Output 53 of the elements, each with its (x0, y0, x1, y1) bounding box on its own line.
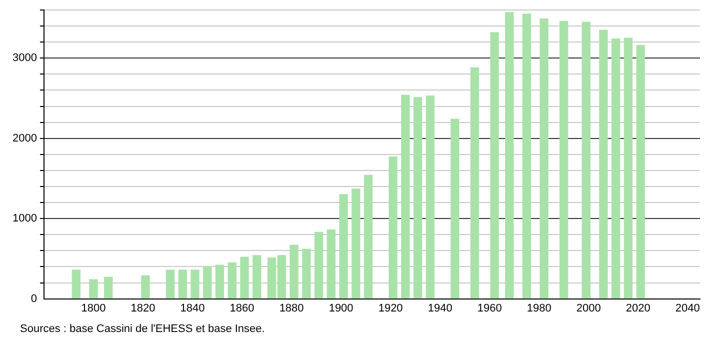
bar (540, 18, 548, 299)
source-note: Sources : base Cassini de l'EHESS et base Insee. (20, 323, 265, 335)
bar (388, 156, 398, 299)
bar (364, 174, 373, 299)
x-tick-label: 1880 (279, 302, 304, 314)
x-tick-label: 1800 (81, 302, 106, 314)
x-tick-label: 1960 (477, 302, 502, 314)
bar (215, 264, 224, 299)
bar (141, 275, 150, 299)
x-tick-label: 2040 (675, 302, 700, 314)
bar (104, 276, 113, 299)
x-tick-label: 1860 (230, 302, 254, 314)
bar (352, 188, 360, 299)
x-tick-label: 1980 (526, 302, 552, 314)
bar (582, 22, 590, 299)
bar (450, 118, 460, 299)
bar (302, 248, 311, 299)
bar (470, 67, 480, 299)
y-tick-label: 3000 (12, 52, 37, 64)
bar (522, 14, 532, 299)
bar (339, 194, 348, 299)
bar (624, 38, 633, 299)
bar (240, 256, 249, 299)
y-tick-label: 1000 (12, 212, 37, 225)
bar (203, 266, 212, 299)
x-tick-label: 1820 (130, 302, 156, 314)
bar (426, 96, 435, 299)
bar (560, 20, 568, 299)
y-tick-label: 2000 (12, 132, 37, 144)
x-tick-label: 1900 (328, 302, 354, 314)
x-tick-label: 2000 (576, 302, 601, 314)
bar (612, 38, 620, 299)
bar (290, 244, 298, 299)
bar (228, 262, 236, 299)
bar (72, 270, 81, 299)
x-tick-label: 1940 (428, 302, 452, 314)
bar (505, 12, 514, 299)
bar (326, 229, 336, 299)
bar (401, 94, 410, 299)
bar (599, 30, 608, 299)
bar (190, 270, 200, 299)
bar (89, 279, 98, 299)
bar (252, 255, 262, 299)
bar (490, 32, 499, 299)
x-tick-label: 1840 (180, 302, 205, 314)
bar (178, 270, 187, 299)
x-tick-label: 2020 (626, 302, 650, 314)
y-tick-label: 0 (30, 292, 37, 305)
bar (166, 270, 175, 299)
bar (413, 97, 422, 299)
bar (314, 232, 324, 299)
bar (636, 44, 645, 299)
x-tick-label: 1920 (378, 302, 403, 314)
